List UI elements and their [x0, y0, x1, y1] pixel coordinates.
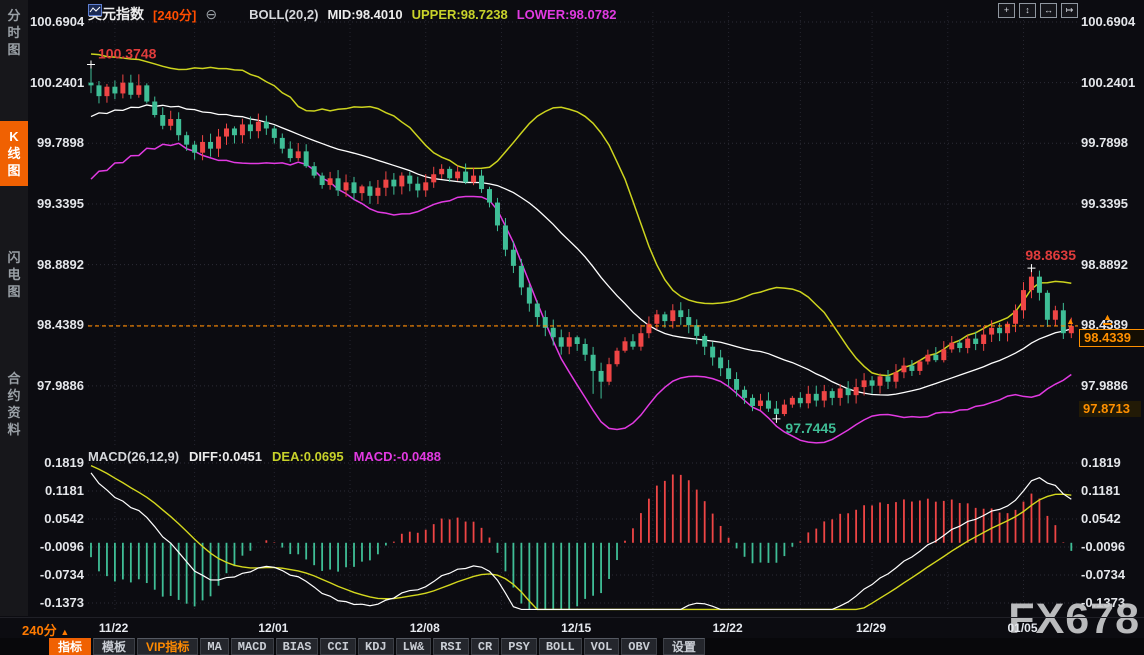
candlesticks	[88, 64, 1074, 419]
toolbar-button-boll[interactable]: BOLL	[538, 638, 582, 655]
date-tick-label: 12/22	[712, 621, 743, 635]
sidebar: 分 时 图 K 线 图闪 电 图合 约 资 料	[0, 0, 28, 616]
price-axis-label: 100.2401	[1081, 75, 1136, 90]
toolbar-button-vol[interactable]: VOL	[583, 638, 620, 655]
toolbar-button-bias[interactable]: BIAS	[275, 638, 319, 655]
macd-pane	[90, 464, 1073, 611]
price-axis-label: 100.6904	[1081, 14, 1136, 29]
price-axis-label: 99.7898	[37, 135, 84, 150]
scale-y-axis-icon[interactable]: ↕	[1019, 3, 1036, 18]
chart-header: 美元指数 [240分] ⊖ BOLL(20,2) MID:98.4010 UPP…	[88, 4, 616, 24]
kline-chart-canvas[interactable]: ▲ 100.3748 98.8635 97.7445	[0, 0, 1144, 616]
toolbar-button-cci[interactable]: CCI	[320, 638, 357, 655]
date-tick-label: 12/15	[561, 621, 592, 635]
price-axis-label: 97.9886	[1081, 378, 1128, 393]
toolbar-button-cr[interactable]: CR	[470, 638, 500, 655]
boll-upper-value: UPPER:98.7238	[411, 6, 508, 22]
open_high-annotation: 100.3748	[98, 46, 157, 62]
price-axis-label: 99.3395	[1081, 196, 1128, 211]
toolbar-button-rsi[interactable]: RSI	[433, 638, 469, 655]
macd-title: MACD(26,12,9)	[88, 449, 180, 464]
price-axis-label: 100.2401	[30, 75, 85, 90]
date-tick-label: 12/08	[409, 621, 440, 635]
macd-axis-label: 0.1819	[1081, 455, 1121, 470]
grid-lines	[88, 12, 1078, 612]
macd-axis-label: 0.0542	[44, 511, 84, 526]
low-annotation: 97.7445	[785, 420, 836, 436]
price-axis-label: 99.3395	[37, 196, 84, 211]
recent_high-annotation: 98.8635	[1025, 247, 1076, 263]
price-up-arrow-icon: ▲	[1103, 313, 1112, 325]
svg-text:▲: ▲	[1066, 316, 1075, 326]
macd-axis-label: 0.1181	[1081, 483, 1121, 498]
macd-axis-label: 0.1819	[44, 455, 84, 470]
secondary-price-badge: 97.8713	[1079, 401, 1141, 417]
toolbar-button-indicator[interactable]: 指标	[49, 638, 92, 655]
boll-mid-value: MID:98.4010	[327, 6, 403, 22]
macd-axis-label: -0.0096	[1081, 539, 1126, 554]
sidebar-tab-kline[interactable]: K 线 图	[0, 121, 28, 186]
go-to-latest-icon[interactable]: ↦	[1061, 3, 1078, 18]
date-tick-label: 01/05	[1007, 621, 1038, 635]
current-price-badge: 98.4339	[1079, 329, 1144, 347]
chart-thumbnail-icon	[88, 4, 240, 20]
indicator-toolbar: 指标 模板 VIP指标 MA MACD BIAS CCI KDJ LW& RSI CR PSY BOLL…	[0, 638, 1144, 655]
toolbar-button-obv[interactable]: OBV	[621, 638, 657, 655]
sidebar-tab-contract-info[interactable]: 合 约 资 料	[7, 371, 21, 437]
macd-axis-label: -0.0734	[39, 567, 84, 582]
price-axis-label: 98.8892	[37, 257, 84, 272]
macd-dea-value: DEA:0.0695	[272, 449, 344, 464]
macd-axis-label: -0.0734	[1081, 567, 1126, 582]
price-axis-label: 97.9886	[37, 378, 84, 393]
period-label: [240分]	[153, 7, 197, 23]
watermark: FX678	[1008, 595, 1140, 643]
boll-lower-value: LOWER:98.0782	[516, 6, 617, 22]
toolbar-button-ma[interactable]: MA	[200, 638, 229, 655]
macd-axis-label: -0.0096	[39, 539, 84, 554]
macd-diff-value: DIFF:0.0451	[189, 449, 263, 464]
macd-header: MACD(26,12,9) DIFF:0.0451 DEA:0.0695 MAC…	[88, 449, 441, 464]
price-axis-label: 98.4389	[37, 317, 84, 332]
window-controls: + ↕ ↔ ↦	[998, 3, 1078, 18]
toolbar-button-macd[interactable]: MACD	[230, 638, 274, 655]
sidebar-tab-time-share[interactable]: 分 时 图	[7, 8, 21, 57]
date-tick-label: 11/22	[98, 621, 129, 635]
symbol-title: 美元指数	[88, 6, 144, 22]
toolbar-button-template[interactable]: 模板	[93, 638, 136, 655]
macd-axis-label: -0.1373	[39, 595, 84, 610]
price-axis-label: 98.8892	[1081, 257, 1128, 272]
scale-x-axis-icon[interactable]: ↔	[1040, 3, 1057, 18]
collapse-indicator-icon[interactable]: ⊖	[205, 5, 218, 22]
date-tick-label: 12/29	[856, 621, 887, 635]
macd-axis-label: -0.1373	[1081, 595, 1126, 610]
bollinger-bands	[90, 53, 1072, 444]
macd-hist-value: MACD:-0.0488	[353, 449, 441, 464]
sidebar-tab-lightning[interactable]: 闪 电 图	[7, 250, 21, 299]
date-tick-label: 12/01	[258, 621, 289, 635]
macd-axis-label: 0.0542	[1081, 511, 1121, 526]
toolbar-button-settings[interactable]: 设置	[662, 638, 705, 655]
toolbar-button-vip-indicator[interactable]: VIP指标	[137, 638, 199, 655]
indicator-name: BOLL(20,2)	[249, 6, 319, 22]
toolbar-button-lw[interactable]: LW&	[395, 638, 432, 655]
toolbar-button-kdj[interactable]: KDJ	[358, 638, 394, 655]
price-axis-label: 99.7898	[1081, 135, 1128, 150]
price-axis-label: 100.6904	[30, 14, 85, 29]
macd-axis-label: 0.1181	[44, 483, 84, 498]
chart-annotations: ▲ 100.3748 98.8635 97.7445	[87, 46, 1078, 436]
period-selector[interactable]: 240分 ▲	[22, 623, 70, 638]
toolbar-button-psy[interactable]: PSY	[501, 638, 537, 655]
chevron-up-icon: ▲	[60, 627, 70, 637]
move-tool-icon[interactable]: +	[998, 3, 1015, 18]
date-axis: 240分 ▲ 11/22 12/01 12/08 12/15 12/22 12/29 01/…	[0, 617, 1144, 638]
